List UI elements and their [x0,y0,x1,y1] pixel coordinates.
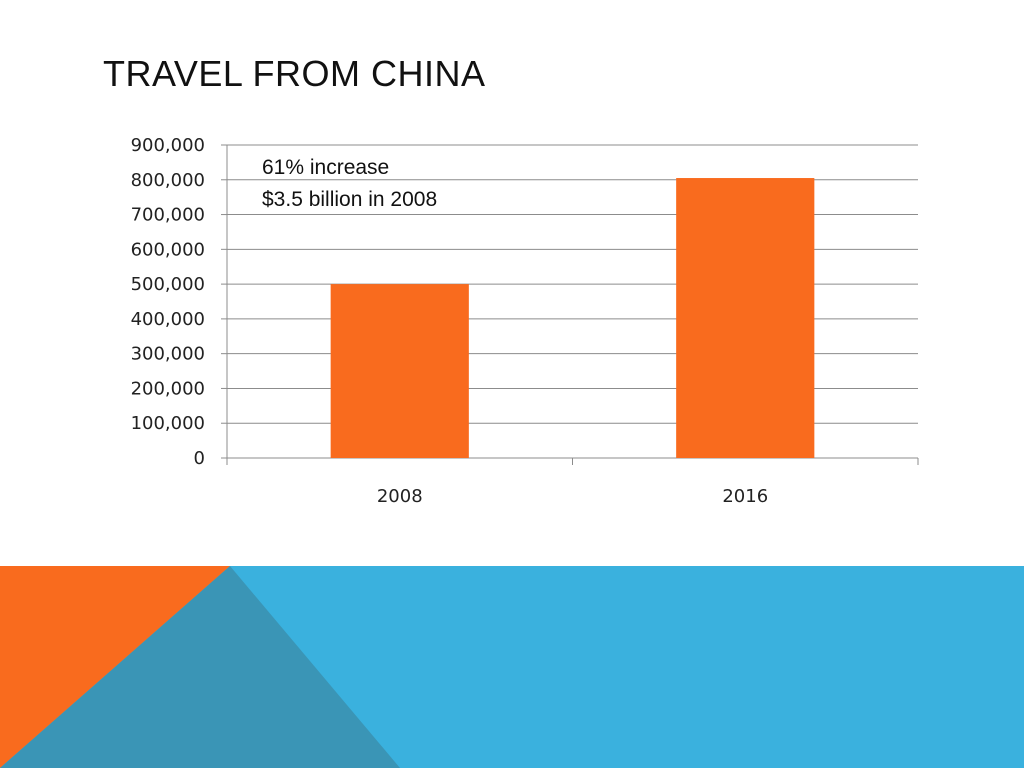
footer-overlap-triangle [0,566,400,768]
x-tick-label: 2016 [722,486,768,507]
chart-annotation: 61% increase $3.5 billion in 2008 [262,152,437,216]
y-tick-label: 0 [194,448,205,469]
bar-2008 [330,284,469,458]
y-tick-label: 200,000 [131,378,205,399]
annotation-billion: $3.5 billion in 2008 [262,188,438,211]
y-tick-label: 900,000 [131,135,205,156]
y-tick-label: 500,000 [131,274,205,295]
y-tick-label: 600,000 [131,239,205,260]
slide-title: TRAVEL FROM CHINA [103,53,486,94]
x-tick-label: 2008 [377,486,423,507]
bar-chart: 0 100,000 200,000 300,000 400,000 500,000 600,… [131,135,919,507]
y-tick-label: 300,000 [131,344,205,365]
bar-2016 [676,178,815,459]
footer-decoration [0,566,1024,768]
y-tick-label: 100,000 [131,413,205,434]
y-tick-label: 700,000 [131,205,205,226]
y-tick-label: 800,000 [131,170,205,191]
annotation-increase: 61% increase [262,156,390,179]
y-tick-label: 400,000 [131,309,205,330]
